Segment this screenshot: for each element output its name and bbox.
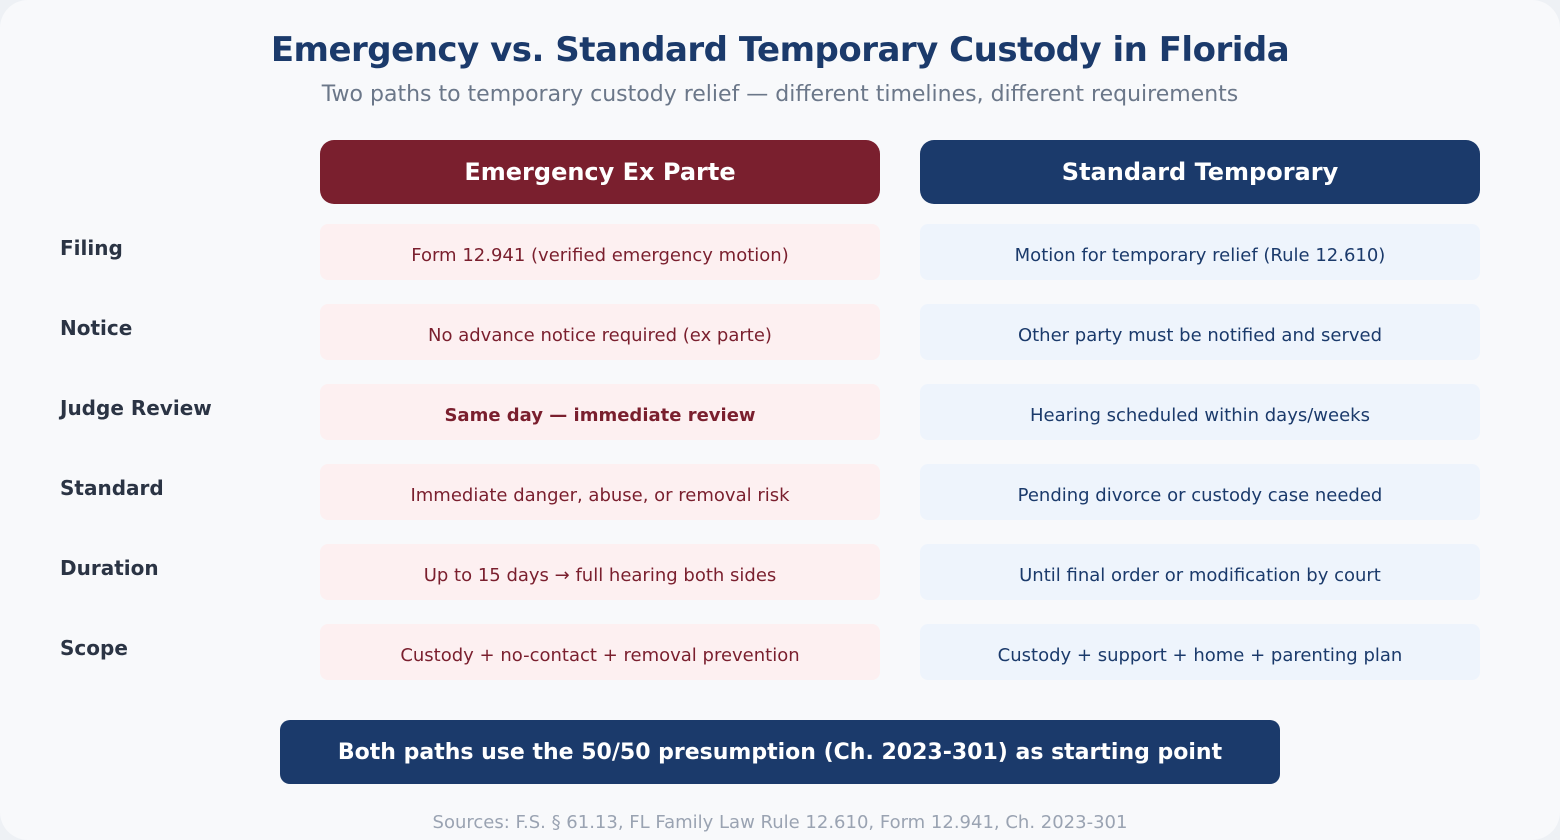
standard-cell-duration: Until final order or modification by cou… [920,544,1480,600]
sources-footnote: Sources: F.S. § 61.13, FL Family Law Rul… [432,812,1128,833]
row-label-judge-review: Judge Review [60,396,212,420]
standard-cell-scope: Custody + support + home + parenting pla… [920,624,1480,680]
row-label-filing: Filing [60,236,123,260]
summary-banner: Both paths use the 50/50 presumption (Ch… [280,720,1280,784]
page-subtitle: Two paths to temporary custody relief — … [321,82,1239,107]
standard-cell-filing: Motion for temporary relief (Rule 12.610… [920,224,1480,280]
column-header-standard: Standard Temporary [920,140,1480,204]
emergency-cell-filing: Form 12.941 (verified emergency motion) [320,224,880,280]
emergency-cell-judge-review: Same day — immediate review [320,384,880,440]
column-header-emergency: Emergency Ex Parte [320,140,880,204]
standard-cell-standard: Pending divorce or custody case needed [920,464,1480,520]
emergency-cell-duration: Up to 15 days → full hearing both sides [320,544,880,600]
row-label-standard: Standard [60,476,164,500]
page-title: Emergency vs. Standard Temporary Custody… [270,30,1290,70]
row-label-scope: Scope [60,636,128,660]
standard-cell-notice: Other party must be notified and served [920,304,1480,360]
emergency-cell-scope: Custody + no-contact + removal preventio… [320,624,880,680]
standard-cell-judge-review: Hearing scheduled within days/weeks [920,384,1480,440]
row-label-duration: Duration [60,556,159,580]
emergency-cell-standard: Immediate danger, abuse, or removal risk [320,464,880,520]
emergency-cell-notice: No advance notice required (ex parte) [320,304,880,360]
row-label-notice: Notice [60,316,133,340]
